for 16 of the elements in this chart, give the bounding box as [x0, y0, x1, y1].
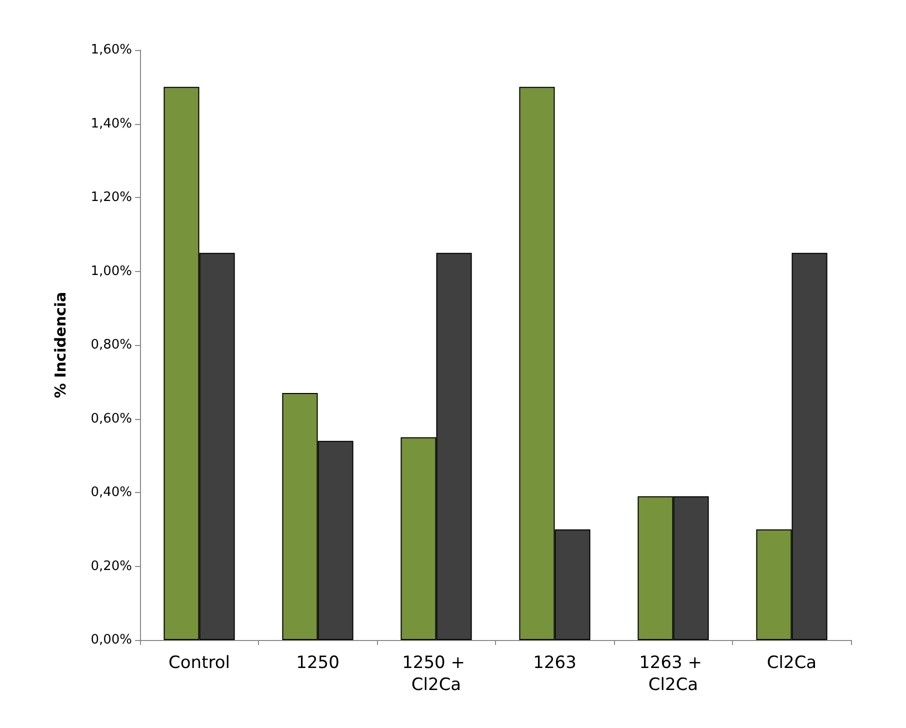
y-tick-label: 1,40% — [90, 116, 132, 132]
y-axis-title: % Incidencia — [52, 292, 70, 398]
y-tick-label: 1,60% — [90, 42, 132, 58]
x-tick-label: 1263 — [533, 653, 576, 673]
y-tick-label: 0,40% — [90, 485, 132, 500]
x-tick-label: 1250 + Cl2Ca — [402, 653, 470, 695]
y-tick-label: 0,80% — [90, 338, 132, 352]
x-tick-label: Control — [168, 653, 230, 673]
y-tick-label: 0,60% — [90, 411, 132, 426]
y-tick-label: 0,20% — [90, 558, 132, 574]
y-tick-label: 0,00% — [90, 632, 132, 648]
x-tick-label: 1263 + Cl2Ca — [639, 653, 708, 695]
x-tick-label: 1250 — [296, 653, 340, 673]
y-tick-label: 1,00% — [90, 264, 132, 279]
x-tick-label: Cl2Ca — [766, 653, 817, 673]
y-tick-label: 1,20% — [90, 190, 132, 205]
